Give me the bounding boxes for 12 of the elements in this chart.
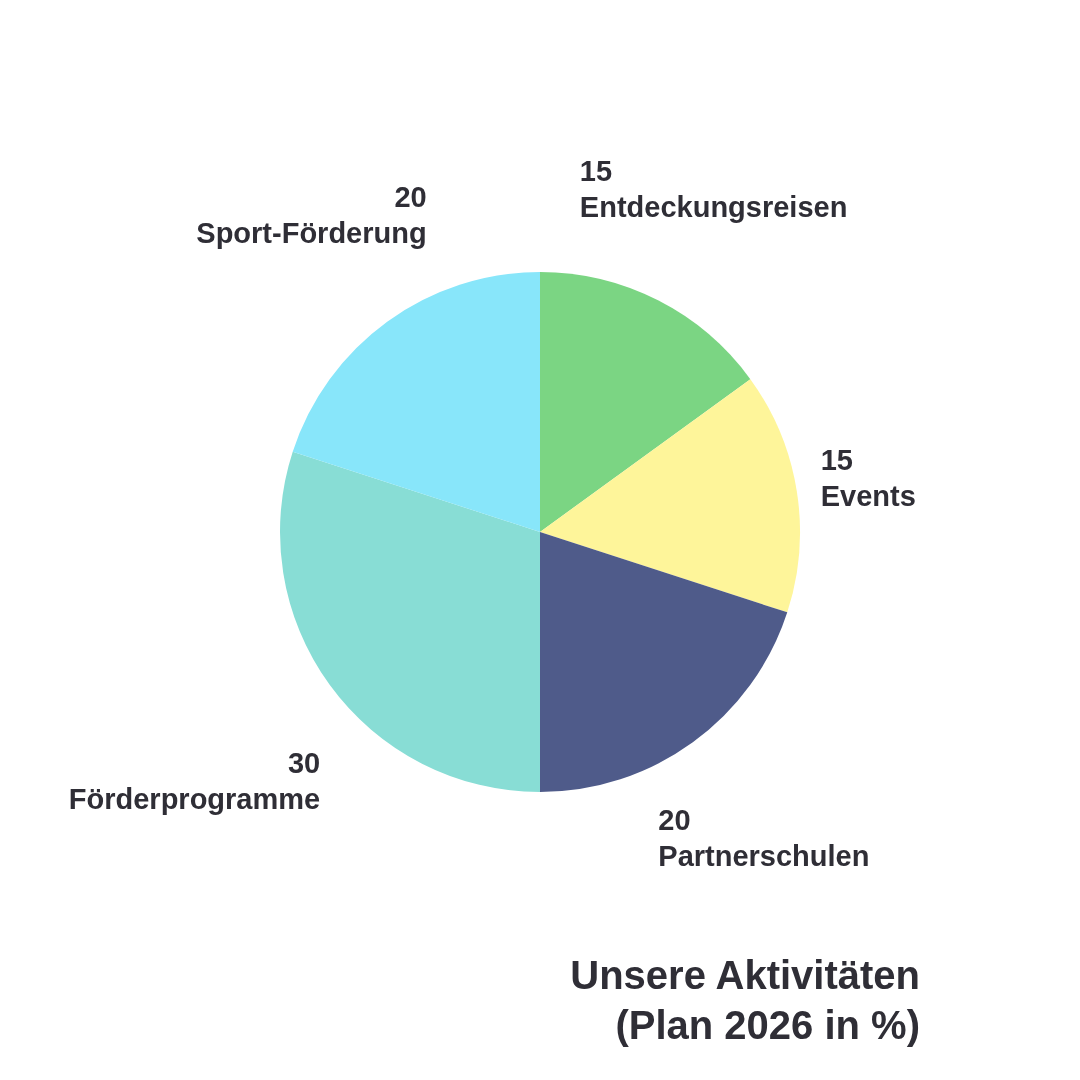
data-label: 15	[820, 444, 853, 477]
text: Unsere Aktivitäten	[570, 952, 920, 999]
slice-label: Entdeckungsreisen	[579, 191, 848, 224]
data-label: 20	[394, 181, 427, 214]
data-label: 15	[579, 155, 613, 188]
slice-label: Förderprogramme	[68, 783, 321, 816]
data-label: 30	[287, 747, 321, 780]
slice-label: Partnerschulen	[658, 840, 870, 873]
data-label: 20	[658, 804, 691, 837]
slice-label: Sport-Förderung	[196, 217, 427, 250]
slice-label: Events	[820, 480, 916, 513]
text: (Plan 2026 in %)	[614, 1002, 920, 1049]
